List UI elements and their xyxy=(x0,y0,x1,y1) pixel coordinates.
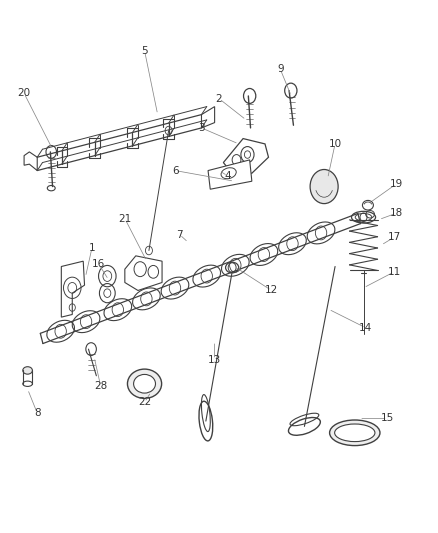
Ellipse shape xyxy=(23,381,32,386)
Polygon shape xyxy=(223,139,268,173)
Text: 6: 6 xyxy=(172,166,179,175)
Text: 11: 11 xyxy=(388,267,401,277)
Text: 19: 19 xyxy=(390,179,403,189)
Text: 9: 9 xyxy=(277,64,284,74)
Ellipse shape xyxy=(330,420,380,446)
Ellipse shape xyxy=(127,369,162,399)
Circle shape xyxy=(310,169,338,204)
Ellipse shape xyxy=(335,424,375,441)
Polygon shape xyxy=(125,256,162,290)
Text: 28: 28 xyxy=(94,382,107,391)
Polygon shape xyxy=(208,160,252,189)
Text: 12: 12 xyxy=(265,286,278,295)
Text: 5: 5 xyxy=(141,46,148,55)
Text: 3: 3 xyxy=(198,123,205,133)
Text: 20: 20 xyxy=(18,88,31,98)
Text: 14: 14 xyxy=(359,323,372,333)
Ellipse shape xyxy=(134,374,155,393)
Text: 13: 13 xyxy=(208,355,221,365)
Text: 10: 10 xyxy=(328,139,342,149)
Text: 21: 21 xyxy=(118,214,131,223)
Polygon shape xyxy=(24,152,37,171)
Text: 15: 15 xyxy=(381,414,394,423)
Polygon shape xyxy=(201,107,215,128)
Text: 7: 7 xyxy=(176,230,183,239)
Text: 1: 1 xyxy=(88,243,95,253)
Text: 18: 18 xyxy=(390,208,403,218)
Text: 17: 17 xyxy=(388,232,401,242)
Text: 16: 16 xyxy=(92,259,105,269)
Text: 2: 2 xyxy=(215,94,223,103)
Text: 8: 8 xyxy=(34,408,41,418)
Ellipse shape xyxy=(23,367,32,374)
Text: 4: 4 xyxy=(224,171,231,181)
Polygon shape xyxy=(61,261,85,317)
Text: 22: 22 xyxy=(138,398,151,407)
